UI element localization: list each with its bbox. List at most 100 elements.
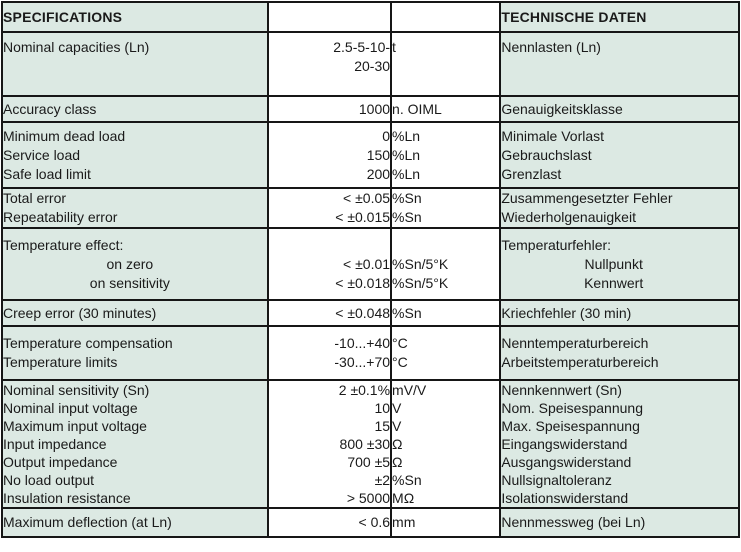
- spec-cell: Temperature compensation Temperature lim…: [1, 325, 269, 381]
- unit-line: %Sn/5°K: [392, 255, 449, 272]
- spec-line: No load output: [3, 472, 95, 488]
- value-line: 15: [374, 418, 391, 434]
- german-cell: Nennkennwert (Sn) Nom. Speisespannung Ma…: [499, 379, 740, 509]
- german-line: Nom. Speisespannung: [501, 400, 643, 416]
- german-cell: Genauigkeitsklasse: [499, 95, 740, 123]
- german-line: Zusammengesetzter Fehler: [501, 190, 673, 206]
- german-line: Wiederholgenauigkeit: [501, 209, 636, 225]
- value-cell: 0 150 200: [266, 121, 393, 189]
- value-line: 800 ±30: [339, 436, 391, 452]
- value-line: -30...+70: [334, 354, 391, 370]
- value-line: 20-30: [354, 58, 391, 74]
- spec-cell: Total error Repeatability error: [1, 187, 269, 229]
- german-cell: Temperaturfehler: Nullpunkt Kennwert: [499, 227, 740, 301]
- unit-line: °C: [392, 354, 408, 370]
- german-line: Kriechfehler (30 min): [501, 304, 632, 321]
- german-cell: Zusammengesetzter Fehler Wiederholgenaui…: [499, 187, 740, 229]
- unit-line: %Sn: [392, 209, 422, 225]
- german-line: Ausgangswiderstand: [501, 454, 632, 470]
- value-line: < 0.6: [358, 514, 391, 530]
- spec-line: Minimum dead load: [3, 127, 126, 144]
- german-cell: Nennmessweg (bei Ln): [499, 507, 740, 538]
- header-specifications: SPECIFICATIONS: [1, 1, 269, 33]
- spec-cell: Accuracy class: [1, 95, 269, 123]
- german-line: Gebrauchslast: [501, 146, 592, 163]
- table-row-errors: Total error Repeatability error < ±0.05 …: [1, 187, 740, 229]
- spec-line: Safe load limit: [3, 165, 91, 182]
- unit-cell: %Sn %Sn: [390, 187, 502, 229]
- value-line: < ±0.048: [335, 304, 391, 321]
- table-row-electrical: Nominal sensitivity (Sn) Nominal input v…: [1, 379, 740, 509]
- unit-cell: %Sn: [390, 299, 502, 327]
- unit-line: MΩ: [392, 490, 415, 506]
- unit-line: %Sn/5°K: [392, 274, 449, 291]
- unit-cell: %Ln %Ln %Ln: [390, 121, 502, 189]
- unit-line: t: [392, 39, 396, 55]
- table-row-load-limits: Minimum dead load Service load Safe load…: [1, 121, 740, 189]
- specifications-table: SPECIFICATIONS TECHNISCHE DATEN Nominal …: [1, 1, 740, 538]
- spec-line: Nominal sensitivity (Sn): [3, 382, 150, 398]
- unit-line: %Ln: [392, 127, 421, 144]
- unit-cell: mV/V V V Ω Ω %Sn MΩ: [390, 379, 502, 509]
- spec-cell: Temperature effect: on zero on sensitivi…: [1, 227, 269, 301]
- spec-line: Insulation resistance: [3, 490, 131, 506]
- unit-line: Ω: [392, 436, 403, 452]
- unit-line: V: [392, 400, 402, 416]
- table-row-accuracy-class: Accuracy class 1000 n. OIML Genauigkeits…: [1, 95, 740, 123]
- german-line: Nullpunkt: [584, 255, 643, 272]
- german-cell: Nennlasten (Ln): [499, 31, 740, 97]
- value-line: 1000: [358, 100, 391, 117]
- value-line: ±2: [374, 472, 391, 488]
- german-line: Arbeitstemperaturbereich: [501, 354, 659, 370]
- value-cell: < ±0.05 < ±0.015: [266, 187, 393, 229]
- spec-line: Temperature compensation: [3, 335, 173, 351]
- german-line: Grenzlast: [501, 165, 562, 182]
- german-line: Nullsignaltoleranz: [501, 472, 612, 488]
- unit-line: %Sn: [392, 304, 422, 321]
- value-line: 10: [374, 400, 391, 416]
- german-line: Nennlasten (Ln): [501, 39, 601, 55]
- spec-line: Repeatability error: [3, 209, 118, 225]
- spec-line: Temperature effect:: [3, 236, 124, 253]
- german-line: Eingangswiderstand: [501, 436, 628, 452]
- german-line: Kennwert: [584, 274, 644, 291]
- unit-line: %Ln: [392, 165, 421, 182]
- spec-cell: Nominal capacities (Ln): [1, 31, 269, 97]
- value-line: < ±0.015: [335, 209, 391, 225]
- spec-line: Maximum input voltage: [3, 418, 147, 434]
- table-row-nominal-capacities: Nominal capacities (Ln) 2.5-5-10- 20-30 …: [1, 31, 740, 97]
- spec-line: on zero: [106, 255, 154, 272]
- german-cell: Minimale Vorlast Gebrauchslast Grenzlast: [499, 121, 740, 189]
- value-line: > 5000: [346, 490, 391, 506]
- value-line: < ±0.01: [343, 255, 391, 272]
- unit-cell: mm: [390, 507, 502, 538]
- spec-line: Service load: [3, 146, 81, 163]
- german-line: Nenntemperaturbereich: [501, 335, 649, 351]
- value-line: -10...+40: [334, 335, 391, 351]
- unit-line: mV/V: [392, 382, 427, 398]
- german-line: Isolationswiderstand: [501, 490, 629, 506]
- unit-cell: t: [390, 31, 502, 97]
- spec-line: Maximum deflection (at Ln): [3, 514, 172, 530]
- german-line: Temperaturfehler:: [501, 236, 612, 253]
- header-value-column: [266, 1, 393, 33]
- header-technische-daten: TECHNISCHE DATEN: [499, 1, 740, 33]
- german-line: Nennkennwert (Sn): [501, 382, 622, 398]
- table-row-temperature-ranges: Temperature compensation Temperature lim…: [1, 325, 740, 381]
- value-line: < ±0.018: [335, 274, 391, 291]
- value-line: < ±0.05: [343, 190, 391, 206]
- german-cell: Nenntemperaturbereich Arbeitstemperaturb…: [499, 325, 740, 381]
- table-row-max-deflection: Maximum deflection (at Ln) < 0.6 mm Nenn…: [1, 507, 740, 538]
- value-line: 2 ±0.1%: [338, 382, 391, 398]
- value-cell: 2 ±0.1% 10 15 800 ±30 700 ±5 ±2 > 5000: [266, 379, 393, 509]
- unit-line: °C: [392, 335, 408, 351]
- value-cell: < 0.6: [266, 507, 393, 538]
- table-row-temperature-effect: Temperature effect: on zero on sensitivi…: [1, 227, 740, 301]
- unit-line: %Ln: [392, 146, 421, 163]
- value-line: [270, 236, 389, 255]
- value-line: 0: [382, 127, 391, 144]
- spec-line: on sensitivity: [89, 274, 170, 291]
- spec-line: Nominal input voltage: [3, 400, 138, 416]
- spec-line: Accuracy class: [3, 100, 97, 117]
